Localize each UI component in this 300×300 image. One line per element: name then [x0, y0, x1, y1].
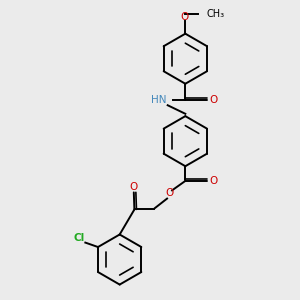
Text: CH₃: CH₃: [206, 9, 225, 19]
Text: O: O: [209, 95, 217, 105]
Text: HN: HN: [151, 95, 166, 105]
Text: O: O: [166, 188, 174, 198]
Text: O: O: [209, 176, 217, 186]
Text: Cl: Cl: [73, 233, 85, 243]
Text: O: O: [181, 12, 189, 22]
Text: O: O: [130, 182, 138, 191]
